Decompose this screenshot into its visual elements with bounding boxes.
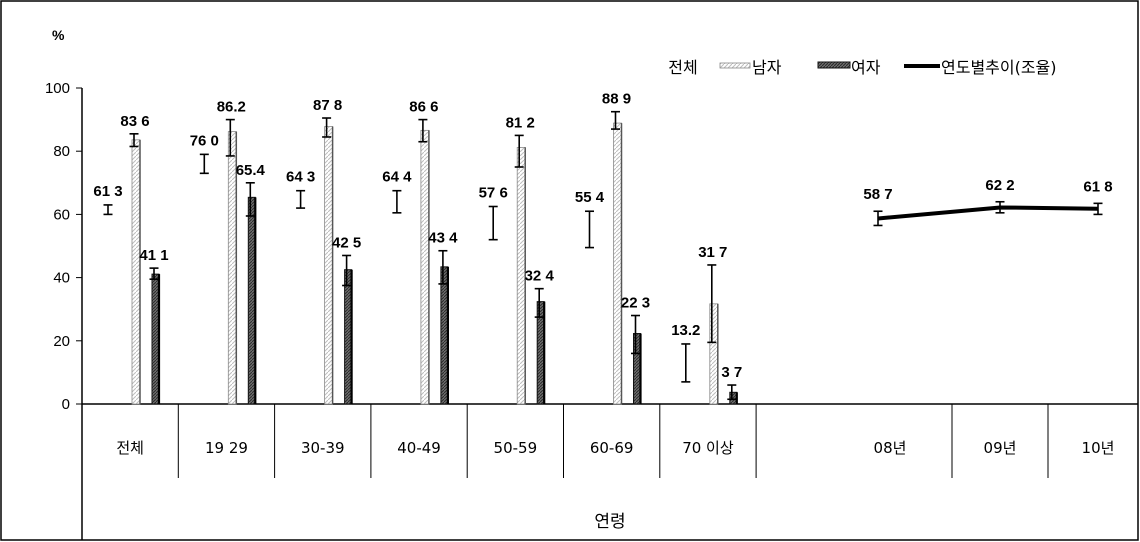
overall-value-label: 64 4 [382, 169, 412, 186]
y-tick-label: 0 [62, 396, 70, 413]
plot-area: 0 20 40 60 80 100% 전체 61 3 83 6 41 1 19 29 76 0 86.2… [45, 27, 1138, 540]
male-value-label: 87 8 [313, 97, 342, 114]
female-value-label: 3 7 [721, 364, 742, 381]
y-tick-label: 40 [53, 270, 70, 287]
legend-swatch-female [817, 61, 851, 69]
overall-value-label: 76 0 [190, 132, 219, 149]
x-tick-label: 전체 [116, 439, 144, 457]
overall-value-label: 55 4 [575, 189, 605, 206]
female-value-label: 22 3 [621, 295, 650, 312]
x-tick-label: 60-69 [590, 439, 634, 457]
y-tick-label: 100 [45, 80, 70, 97]
male-bar [613, 122, 622, 405]
trend-value-label: 62 2 [985, 177, 1014, 194]
trend-value-label: 58 7 [863, 186, 892, 203]
overall-value-label: 13.2 [671, 322, 700, 339]
female-value-label: 42 5 [332, 234, 361, 251]
overall-value-label: 61 3 [93, 183, 122, 200]
male-bar [131, 139, 141, 405]
overall-value-label: 57 6 [479, 185, 508, 202]
x-tick-label: 08년 [874, 439, 907, 457]
male-value-label: 88 9 [602, 91, 631, 108]
male-bar [420, 129, 430, 405]
male-bar [324, 126, 334, 405]
legend-title: 전체 [668, 58, 697, 77]
female-value-label: 65.4 [236, 162, 266, 179]
female-value-label: 41 1 [139, 247, 168, 264]
legend-label-male: 남자 [752, 58, 782, 77]
y-unit-label: % [52, 27, 65, 43]
male-value-label: 81 2 [506, 114, 535, 131]
y-tick-label: 60 [53, 206, 70, 223]
legend-label-female: 여자 [851, 58, 881, 77]
x-tick-label: 50-59 [494, 439, 538, 457]
overall-value-label: 64 3 [286, 169, 315, 186]
male-value-label: 86 6 [409, 99, 438, 116]
female-value-label: 43 4 [428, 230, 458, 247]
x-tick-label: 19 29 [205, 439, 248, 457]
legend-label-trend: 연도별추이(조율) [941, 58, 1057, 77]
x-tick-label: 09년 [984, 439, 1017, 457]
trend-value-label: 61 8 [1083, 178, 1112, 195]
x-tick-label: 40-49 [397, 439, 441, 457]
x-tick-label: 70 이상 [682, 439, 734, 457]
y-tick-label: 20 [53, 333, 70, 350]
male-value-label: 31 7 [698, 244, 727, 261]
x-tick-label: 30-39 [301, 439, 345, 457]
female-value-label: 32 4 [525, 268, 555, 285]
x-axis-title: 연령 [594, 512, 625, 532]
legend-swatch-male [719, 62, 751, 69]
y-tick-label: 80 [53, 143, 70, 160]
x-tick-label: 10년 [1082, 439, 1115, 457]
male-value-label: 83 6 [120, 113, 149, 130]
male-value-label: 86.2 [217, 99, 246, 116]
